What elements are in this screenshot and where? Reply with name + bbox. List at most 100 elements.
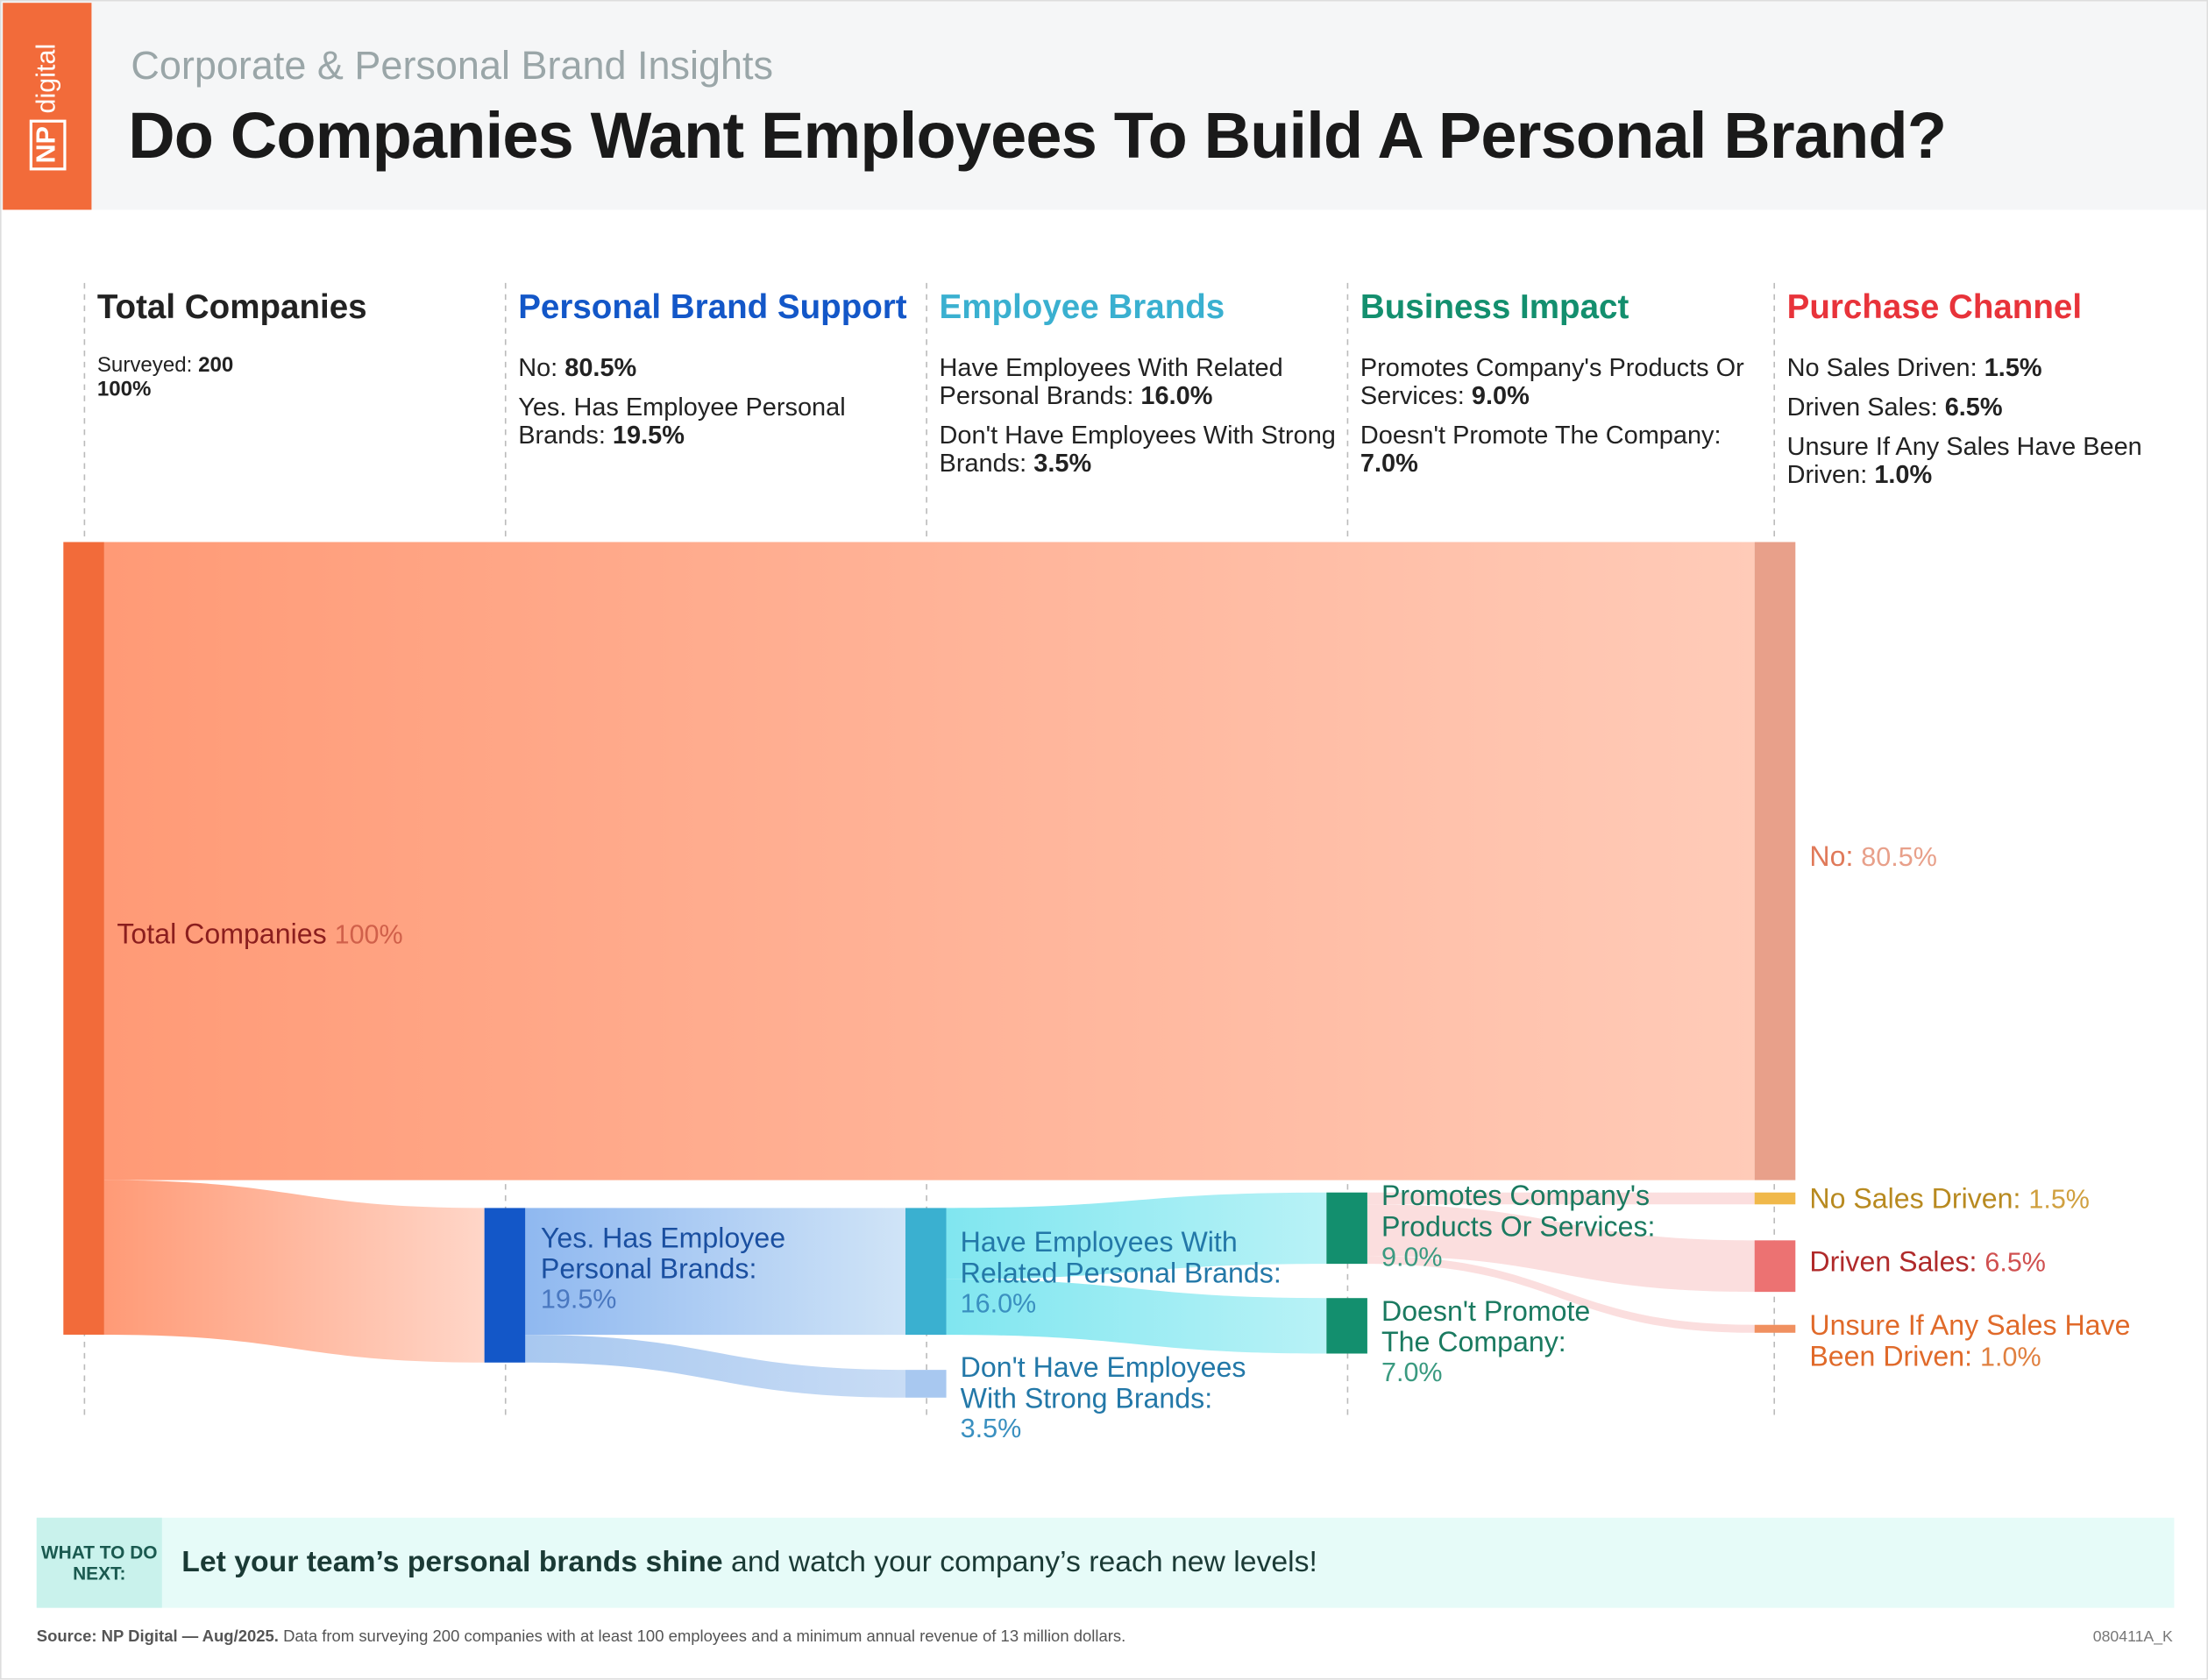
source-text: Data from surveying 200 companies with a… [283, 1628, 1126, 1647]
column-item: Have Employees With Related Personal Bra… [940, 353, 1341, 409]
sankey-link [103, 1180, 485, 1363]
sankey-node [1326, 1192, 1367, 1265]
item-value: 1.0% [1874, 460, 1933, 489]
node-name: No Sales Driven: [1809, 1184, 2021, 1216]
item-value: 80.5% [564, 353, 637, 382]
sankey-link [946, 1279, 1327, 1354]
column-item: Yes. Has Employee Personal Brands: 19.5% [518, 393, 919, 449]
item-text: Doesn't Promote The Company: [1360, 421, 1722, 450]
sankey-node [1754, 542, 1796, 1180]
sankey-link [525, 1335, 905, 1398]
node-label: Unsure If Any Sales Have Been Driven: 1.… [1809, 1311, 2133, 1374]
node-label: Yes. Has Employee Personal Brands: 19.5% [541, 1223, 808, 1316]
node-name: Promotes Company's Products Or Services: [1381, 1180, 1656, 1244]
item-value: 3.5% [1033, 449, 1092, 478]
node-label: Total Companies 100% [117, 919, 680, 952]
node-name: Total Companies [117, 919, 327, 951]
node-name: No: [1809, 841, 1854, 874]
code: 080411A_K [2092, 1628, 2173, 1647]
column-header: Business Impact Promotes Company's Produc… [1360, 288, 1762, 488]
column-item: Unsure If Any Sales Have Been Driven: 1.… [1787, 432, 2189, 488]
item-text: Driven Sales: [1786, 393, 1938, 422]
sankey [63, 282, 1796, 1421]
item-value: 19.5% [612, 421, 685, 450]
item-text: Unsure If Any Sales Have Been Driven: [1786, 432, 2142, 489]
item-text: Yes. Has Employee Personal Brands: [518, 393, 846, 450]
item-text: Promotes Company's Products Or Services: [1360, 353, 1744, 410]
item-text: No Sales Driven: [1786, 353, 1977, 382]
sankey-node [1754, 1240, 1796, 1293]
item-value: 9.0% [1471, 381, 1530, 410]
column-item: No Sales Driven: 1.5% [1787, 353, 2189, 381]
subtitle: Corporate & Personal Brand Insights [131, 43, 774, 88]
sankey-link [946, 1192, 1327, 1279]
column-header: Employee Brands Have Employees With Relat… [940, 288, 1341, 488]
column-header: Total Companies Surveyed: 200 100% [97, 288, 499, 401]
item-text: Surveyed: [96, 353, 193, 378]
logo: NP digital [3, 3, 92, 210]
sankey-link [1367, 1256, 1755, 1333]
column-item: Driven Sales: 6.5% [1787, 393, 2189, 421]
next-text: Let your team’s personal brands shine an… [181, 1546, 1317, 1580]
item-text: Don't Have Employees With Strong Brands: [939, 421, 1336, 478]
node-name: Driven Sales: [1809, 1247, 1977, 1279]
node-value: 7.0% [1381, 1358, 1443, 1389]
column-header: Purchase Channel No Sales Driven: 1.5% Dri… [1787, 288, 2189, 500]
node-label: No: 80.5% [1809, 842, 2176, 875]
node-value: 100% [334, 920, 403, 951]
column-item: No: 80.5% [518, 353, 919, 381]
node-value: 1.5% [2028, 1185, 2090, 1216]
column-title: Purchase Channel [1786, 288, 2083, 327]
item-value: 7.0% [1360, 449, 1418, 478]
sankey-node [905, 1208, 947, 1336]
item-value: 16.0% [1140, 381, 1213, 410]
sankey-link [1367, 1204, 1755, 1293]
item-text: Have Employees With Related Personal Bra… [939, 353, 1283, 410]
sankey-node [484, 1208, 526, 1363]
source: Source: NP Digital — Aug/2025. Data from… [37, 1629, 1126, 1646]
sankey-node [63, 542, 104, 1335]
node-label: Don't Have Employees With Strong Brands:… [961, 1353, 1284, 1446]
sankey-node [905, 1370, 947, 1398]
column-item: Don't Have Employees With Strong Brands:… [940, 421, 1341, 477]
column-title: Total Companies [96, 288, 367, 327]
header [1, 1, 2207, 210]
node-name: Doesn't Promote The Company: [1381, 1296, 1591, 1359]
next-bold: Let your team’s personal brands shine [181, 1545, 723, 1578]
column-item: Promotes Company's Products Or Services:… [1360, 353, 1762, 409]
sankey-link [525, 1208, 905, 1336]
column-item: Doesn't Promote The Company: 7.0% [1360, 421, 1762, 477]
sankey-node [1754, 1324, 1796, 1333]
sankey-node [1754, 1192, 1796, 1205]
node-value: 16.0% [960, 1289, 1037, 1320]
node-label: Doesn't Promote The Company: 7.0% [1381, 1297, 1628, 1390]
node-name: Don't Have Employees With Strong Brands: [960, 1352, 1246, 1415]
column-title: Personal Brand Support [518, 288, 907, 327]
sankey-link [103, 542, 1755, 1180]
node-value: 9.0% [1381, 1243, 1443, 1273]
column-item: Surveyed: 200 [97, 353, 499, 377]
source-bold: Source: NP Digital — Aug/2025. [36, 1628, 279, 1647]
next-rest: and watch your company’s reach new level… [731, 1545, 1317, 1578]
node-label: Driven Sales: 6.5% [1809, 1247, 2176, 1279]
next-box: WHAT TO DO NEXT: Let your team’s persona… [36, 1517, 2175, 1608]
node-label: Promotes Company's Products Or Services:… [1381, 1181, 1705, 1274]
column-title: Employee Brands [939, 288, 1225, 327]
node-name: Have Employees With Related Personal Bra… [960, 1227, 1281, 1290]
node-label: No Sales Driven: 1.5% [1809, 1184, 2176, 1216]
node-name: Unsure If Any Sales Have Been Driven: [1809, 1310, 2131, 1373]
node-name: Yes. Has Employee Personal Brands: [540, 1223, 786, 1286]
item-value: 100% [96, 377, 152, 401]
next-tag: WHAT TO DO NEXT: [36, 1517, 162, 1608]
item-text: No: [518, 353, 558, 382]
item-value: 6.5% [1944, 393, 2003, 422]
node-value: 19.5% [540, 1285, 617, 1315]
column-title: Business Impact [1360, 288, 1629, 327]
column-item: 100% [97, 378, 499, 401]
node-value: 80.5% [1861, 843, 1937, 874]
node-value: 1.0% [1980, 1343, 2041, 1373]
node-value: 3.5% [960, 1414, 1022, 1445]
column-header: Personal Brand Support No: 80.5% Yes. Has … [518, 288, 919, 460]
